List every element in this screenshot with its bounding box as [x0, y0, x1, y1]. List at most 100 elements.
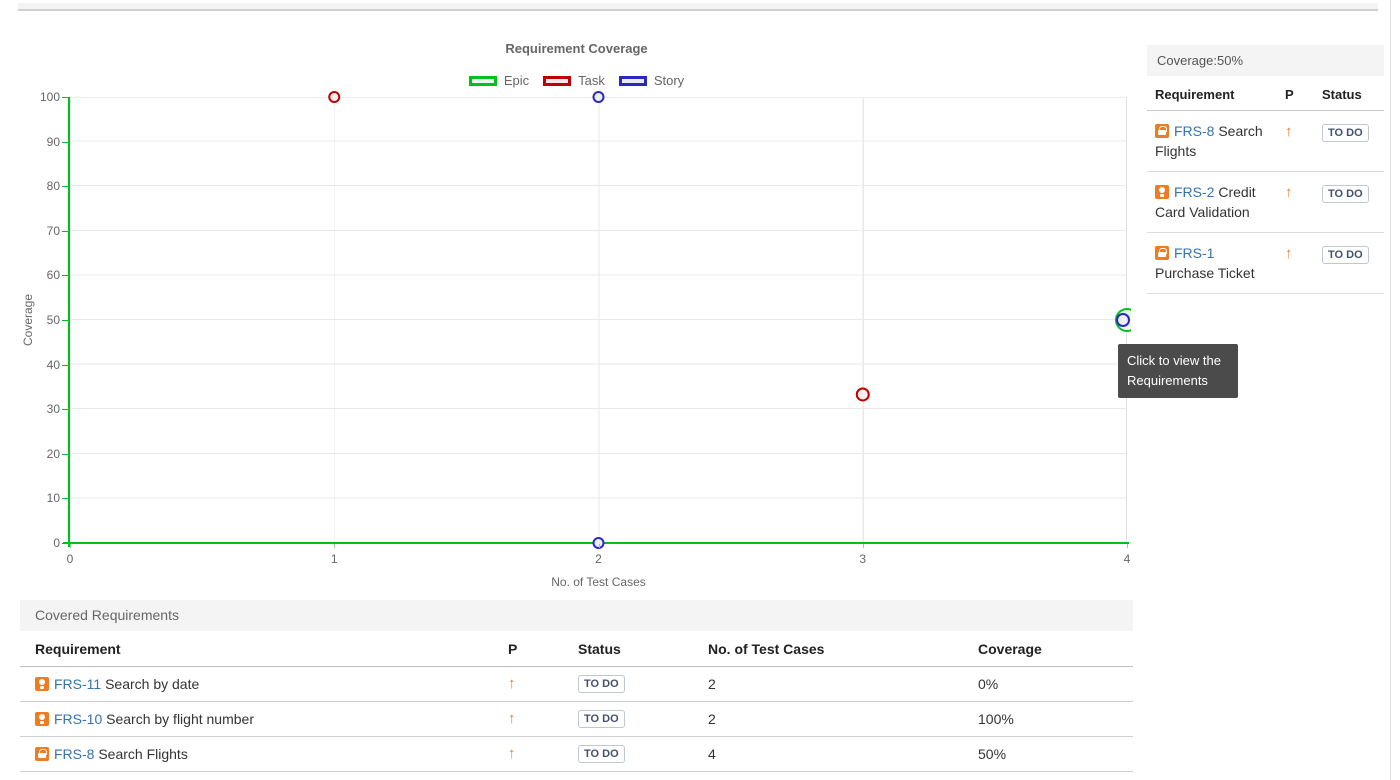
issue-type-lock-icon: [35, 746, 49, 761]
legend-label: Task: [578, 73, 605, 88]
issue-key-link[interactable]: FRS-2: [1174, 184, 1215, 200]
data-point-task-icon[interactable]: [328, 91, 341, 103]
requirement-cell: FRS-10 Search by flight number: [20, 701, 508, 737]
legend-item-epic: Epic: [468, 73, 529, 88]
priority-cell: ↑: [508, 736, 578, 772]
y-tick-label: 80: [46, 179, 60, 194]
chart-legend: Epic Task Story: [20, 73, 1133, 88]
plot-area: [70, 97, 1127, 543]
y-tick-label: 60: [46, 268, 60, 283]
issue-key-link[interactable]: FRS-10: [54, 710, 103, 727]
x-tick: [862, 544, 864, 548]
priority-cell: ↑: [1275, 182, 1315, 222]
status-cell: TO DO: [578, 736, 708, 772]
y-tick-label: 30: [46, 402, 60, 417]
issue-summary: Search Flights: [1155, 123, 1263, 159]
y-tick: [62, 275, 68, 277]
status-cell: TO DO: [1315, 243, 1384, 283]
column-header-status: Status: [578, 632, 708, 667]
chart-title: Requirement Coverage: [505, 41, 648, 56]
y-tick-label: 40: [46, 357, 60, 372]
coverage-panel-row: FRS-8 Search Flights ↑ TO DO: [1147, 111, 1384, 172]
coverage-panel-title: Coverage:50%: [1147, 45, 1384, 76]
requirement-cell: FRS-2 Credit Card Validation: [1147, 182, 1275, 222]
data-point-task-icon[interactable]: [855, 387, 870, 402]
legend-item-story: Story: [618, 73, 685, 88]
status-cell: TO DO: [1315, 121, 1384, 161]
issue-key-link[interactable]: FRS-8: [1174, 123, 1215, 139]
priority-up-icon: ↑: [508, 710, 516, 727]
y-tick: [62, 186, 68, 188]
y-tick: [62, 498, 68, 500]
priority-cell: ↑: [508, 701, 578, 737]
issue-type-bulb-icon: [35, 676, 49, 691]
y-tick-label: 10: [46, 491, 60, 506]
status-badge: TO DO: [1322, 246, 1369, 264]
column-header-priority: P: [1285, 87, 1294, 102]
x-tick-label: 2: [595, 552, 602, 566]
issue-key-link[interactable]: FRS-8: [54, 745, 95, 762]
issue-key-link[interactable]: FRS-11: [54, 675, 102, 692]
y-tick: [62, 409, 68, 411]
column-header-test-cases: No. of Test Cases: [708, 632, 978, 667]
column-header-requirement: Requirement: [20, 632, 508, 667]
issue-type-lock-icon: [1155, 246, 1169, 260]
y-tick-label: 90: [46, 134, 60, 149]
y-tick-label: 0: [53, 536, 60, 550]
y-tick-label: 50: [46, 313, 60, 327]
x-tick-label: 4: [1123, 552, 1131, 566]
coverage-panel-row: FRS-1 Purchase Ticket ↑ TO DO: [1147, 233, 1384, 294]
table-row: FRS-10 Search by flight number ↑ TO DO 2…: [20, 701, 1133, 737]
coverage-panel: Coverage:50% Requirement P Status FRS-8 …: [1147, 45, 1384, 294]
coverage-cell: 0%: [978, 666, 1133, 702]
data-point-story-icon[interactable]: [1116, 313, 1130, 327]
epic-swatch-icon: [468, 75, 497, 86]
issue-summary: Purchase Ticket: [1155, 265, 1255, 281]
x-tick: [70, 544, 71, 548]
data-point-story-icon[interactable]: [592, 537, 605, 549]
y-tick: [62, 97, 68, 98]
requirement-cell: FRS-8 Search Flights: [20, 736, 508, 772]
status-cell: TO DO: [1315, 182, 1384, 222]
priority-cell: ↑: [508, 666, 578, 702]
status-badge: TO DO: [578, 745, 625, 763]
story-swatch-icon: [618, 75, 647, 86]
scrollbar-track[interactable]: [1390, 0, 1391, 780]
test-cases-cell: 2: [708, 701, 978, 737]
x-tick-label: 0: [66, 552, 74, 566]
issue-summary: Search by flight number: [106, 710, 254, 727]
top-bar: [18, 3, 1378, 11]
priority-cell: ↑: [1275, 243, 1315, 283]
coverage-panel-row: FRS-2 Credit Card Validation ↑ TO DO: [1147, 172, 1384, 233]
x-tick-label: 3: [859, 552, 867, 566]
x-tick: [1127, 544, 1128, 548]
x-tick: [334, 544, 336, 548]
coverage-panel-column-headers: Requirement P Status: [1147, 76, 1384, 111]
requirement-coverage-chart: Requirement Coverage Epic Task Story Cov…: [20, 35, 1133, 600]
test-cases-cell: 2: [708, 666, 978, 702]
priority-up-icon: ↑: [1285, 245, 1293, 262]
priority-cell: ↑: [1275, 121, 1315, 161]
status-badge: TO DO: [578, 710, 625, 728]
covered-requirements-table: Requirement P Status No. of Test Cases C…: [20, 632, 1133, 772]
test-cases-cell: 4: [708, 736, 978, 772]
issue-type-bulb-icon: [35, 711, 49, 726]
status-badge: TO DO: [578, 675, 625, 693]
y-tick-label: 70: [46, 223, 60, 238]
legend-label: Story: [653, 73, 685, 88]
priority-up-icon: ↑: [508, 745, 516, 762]
issue-type-bulb-icon: [1155, 185, 1169, 199]
issue-key-link[interactable]: FRS-1: [1174, 245, 1215, 261]
column-header-requirement: Requirement: [1155, 87, 1235, 102]
coverage-cell: 50%: [978, 736, 1133, 772]
x-tick: [598, 544, 600, 548]
y-tick-label: 20: [46, 446, 60, 461]
table-row: FRS-8 Search Flights ↑ TO DO 4 50%: [20, 736, 1133, 772]
column-header-status: Status: [1322, 87, 1362, 102]
x-tick-label: 1: [330, 552, 338, 566]
issue-summary: Credit Card Validation: [1155, 184, 1256, 220]
y-tick: [62, 141, 68, 143]
data-point-story-icon[interactable]: [592, 91, 605, 103]
priority-up-icon: ↑: [1285, 123, 1293, 140]
